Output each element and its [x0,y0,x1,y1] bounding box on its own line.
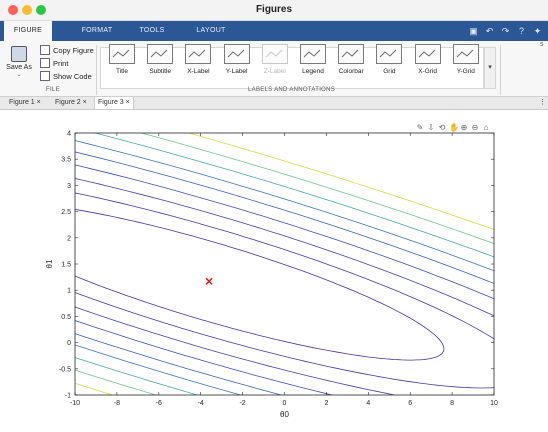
copy-icon [40,45,50,55]
zoom-window-button[interactable] [36,5,46,15]
gallery-item-subtitle[interactable]: Subtitle [140,44,180,75]
doc-tab-menu-icon[interactable]: ⋮ [539,99,546,106]
window-title: Figures [255,4,293,15]
brush-icon[interactable]: ✎ [416,123,424,132]
print-button[interactable]: Print [40,58,68,68]
group-divider-right [500,45,501,95]
title-icon [109,44,135,64]
redo-icon[interactable]: ↷ [501,25,510,36]
axes-toolbar: ✎ ⇩ ⟲ ✋ ⊕ ⊖ ⌂ [416,124,490,132]
tab-figure[interactable]: FIGURE [4,21,52,41]
gallery-item-colorbar[interactable]: Colorbar [331,44,371,75]
gallery-item-z-label[interactable]: Z-Label [255,44,295,75]
gallery-item-label: X-Grid [418,68,437,75]
undo-icon[interactable]: ↶ [485,25,494,36]
gallery-item-label: Y-Grid [456,68,475,75]
save-icon[interactable]: ▣ [469,25,478,36]
print-label: Print [53,58,69,68]
settings-icon[interactable]: ✦ [533,25,542,36]
save-as-icon [11,46,27,62]
group-divider [96,45,97,95]
quick-access-toolbar: ▣ ↶ ↷ ? ✦ [469,26,542,36]
gallery-item-y-label[interactable]: Y-Label [217,44,257,75]
ribbon-tab-strip: FIGURE FORMAT TOOLS LAYOUT ▣ ↶ ↷ ? ✦ [0,21,548,41]
gallery-item-y-grid[interactable]: Y-Grid [446,44,486,75]
figure-canvas [0,110,548,432]
colorbar-icon [338,44,365,64]
figure-doc-tabs: Figure 1 × Figure 2 × Figure 3 × ⋮ [0,97,548,110]
tab-tools[interactable]: TOOLS [139,27,165,34]
ylabel-icon [223,44,250,64]
zlabel-icon [261,44,288,64]
title-bar: Figures [0,0,548,21]
gallery-item-label: Grid [383,68,396,75]
zoom-out-icon[interactable]: ⊖ [471,123,479,132]
doc-tab-figure-1[interactable]: Figure 1 × [9,99,41,106]
gallery-item-x-grid[interactable]: X-Grid [408,44,448,75]
home-icon[interactable]: ⌂ [483,123,489,132]
gallery-item-legend[interactable]: Legend [293,44,333,75]
subtitle-icon [147,44,174,64]
doc-tab-figure-2[interactable]: Figure 2 × [55,99,87,106]
copy-figure-label: Copy Figure [53,45,94,55]
gallery-item-title[interactable]: Title [102,44,142,75]
show-code-checkbox[interactable]: Show Code [40,71,92,81]
printer-icon [40,58,50,68]
gallery-item-grid[interactable]: Grid [369,44,409,75]
right-edge-indicator: s [540,41,544,48]
save-as-label: Save As [6,64,32,71]
save-as-button[interactable]: Save As ⌄ [6,46,32,78]
close-window-button[interactable] [8,5,18,15]
xgrid-icon [414,44,441,64]
gallery-item-label: Z-Label [263,68,286,75]
tab-layout[interactable]: LAYOUT [196,27,226,34]
gallery-item-label: Colorbar [338,68,364,75]
copy-figure-button[interactable]: Copy Figure [40,45,94,55]
grid-icon [376,44,403,64]
gallery-item-label: Subtitle [149,68,172,75]
gallery-item-label: Y-Label [225,68,248,75]
ygrid-icon [452,44,479,64]
gallery-item-label: Title [115,68,129,75]
gallery-item-x-label[interactable]: X-Label [178,44,218,75]
tab-format[interactable]: FORMAT [81,27,113,34]
ribbon-panel: Save As ⌄ Copy Figure Print Show Code FI… [0,41,548,97]
rotate-icon[interactable]: ⟲ [438,123,446,132]
gallery-expand-button[interactable]: ▾ [484,47,496,89]
doc-tab-figure-3[interactable]: Figure 3 × [94,97,134,109]
pan-icon[interactable]: ✋ [449,123,459,132]
show-code-label: Show Code [53,71,92,81]
zoom-in-icon[interactable]: ⊕ [460,123,468,132]
chevron-down-icon: ⌄ [16,72,22,78]
file-group-label: FILE [46,87,60,93]
help-icon[interactable]: ? [518,25,524,36]
checkbox-icon [40,71,50,81]
gallery-item-label: X-Label [187,68,210,75]
legend-icon [300,44,326,64]
gallery-item-label: Legend [302,68,324,75]
minimize-window-button[interactable] [22,5,32,15]
labels-group-label: LABELS AND ANNOTATIONS [248,87,336,93]
xlabel-icon [185,44,212,64]
data-tips-icon[interactable]: ⇩ [427,123,435,132]
